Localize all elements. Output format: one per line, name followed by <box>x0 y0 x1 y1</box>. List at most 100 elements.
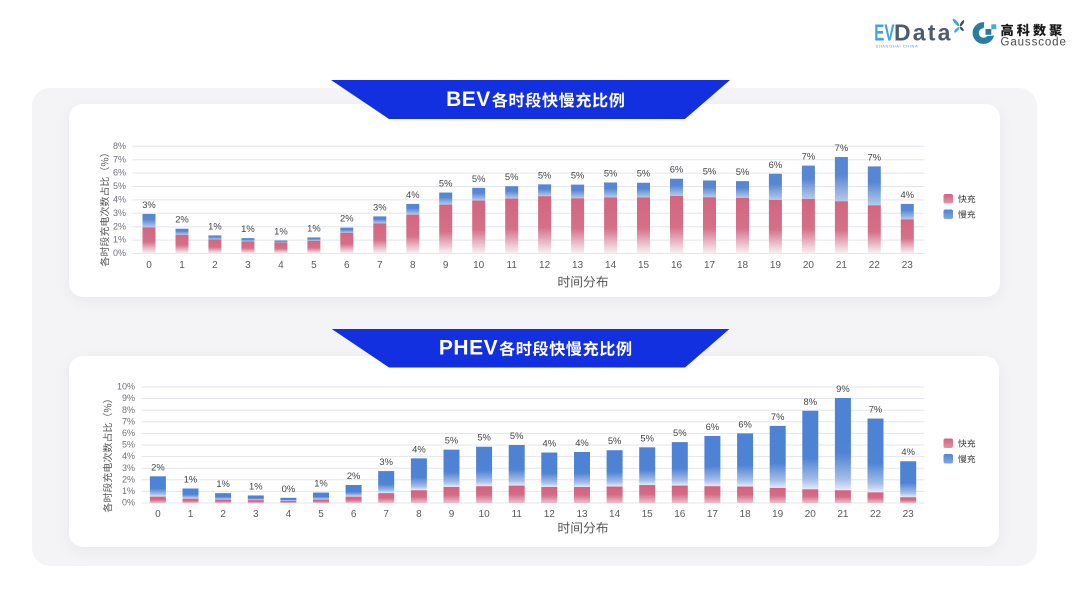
svg-text:7%: 7% <box>122 416 135 426</box>
svg-text:15: 15 <box>638 260 650 271</box>
svg-text:0%: 0% <box>282 483 296 494</box>
svg-text:5%: 5% <box>122 440 135 450</box>
svg-text:4%: 4% <box>412 443 426 454</box>
svg-text:2%: 2% <box>175 214 189 225</box>
svg-text:2: 2 <box>212 260 218 271</box>
svg-text:3%: 3% <box>113 208 126 218</box>
svg-text:1%: 1% <box>314 478 328 489</box>
svg-text:9: 9 <box>449 509 455 520</box>
svg-text:17: 17 <box>704 260 716 271</box>
svg-text:5%: 5% <box>439 178 453 189</box>
svg-text:1%: 1% <box>249 481 263 492</box>
svg-text:14: 14 <box>605 260 617 271</box>
svg-text:6%: 6% <box>113 168 126 178</box>
svg-text:20: 20 <box>805 509 817 520</box>
svg-text:14: 14 <box>609 509 621 520</box>
svg-text:6%: 6% <box>738 418 752 429</box>
svg-text:1%: 1% <box>208 220 222 231</box>
svg-text:0: 0 <box>146 260 152 271</box>
svg-text:CHINA: CHINA <box>903 44 918 49</box>
svg-text:1%: 1% <box>274 226 288 237</box>
svg-text:7%: 7% <box>868 151 882 162</box>
svg-text:5%: 5% <box>571 170 585 181</box>
svg-text:13: 13 <box>572 260 584 271</box>
svg-text:9%: 9% <box>122 393 135 403</box>
svg-text:7: 7 <box>377 260 383 271</box>
svg-text:6%: 6% <box>670 164 684 175</box>
svg-text:11: 11 <box>512 509 523 520</box>
svg-text:5%: 5% <box>472 173 486 184</box>
svg-text:23: 23 <box>902 260 914 271</box>
svg-text:6%: 6% <box>769 159 783 170</box>
svg-text:18: 18 <box>740 509 752 520</box>
svg-text:12: 12 <box>539 260 551 271</box>
svg-text:15: 15 <box>642 509 654 520</box>
svg-text:8%: 8% <box>804 396 818 407</box>
svg-text:5%: 5% <box>637 168 651 179</box>
svg-text:6%: 6% <box>706 421 720 432</box>
svg-text:10%: 10% <box>117 382 135 392</box>
svg-text:23: 23 <box>903 509 915 520</box>
svg-text:13: 13 <box>576 509 588 520</box>
svg-text:5%: 5% <box>505 171 519 182</box>
svg-text:5%: 5% <box>477 432 491 443</box>
svg-text:2%: 2% <box>122 474 135 484</box>
svg-text:5: 5 <box>318 509 324 520</box>
svg-text:4%: 4% <box>122 451 135 461</box>
svg-text:8%: 8% <box>113 141 126 151</box>
svg-text:10: 10 <box>479 509 491 520</box>
svg-text:5%: 5% <box>604 168 618 179</box>
svg-text:2: 2 <box>220 509 226 520</box>
svg-text:7%: 7% <box>802 151 816 162</box>
svg-text:22: 22 <box>870 509 882 520</box>
svg-text:6: 6 <box>351 509 357 520</box>
svg-text:5%: 5% <box>673 427 687 438</box>
svg-text:4: 4 <box>286 509 292 520</box>
svg-text:1: 1 <box>188 509 194 520</box>
svg-text:4%: 4% <box>113 195 126 205</box>
svg-text:1%: 1% <box>307 222 321 233</box>
svg-text:17: 17 <box>707 509 719 520</box>
svg-text:2%: 2% <box>151 461 165 472</box>
svg-text:21: 21 <box>836 260 848 271</box>
svg-text:20: 20 <box>803 260 815 271</box>
svg-text:Data: Data <box>894 19 953 45</box>
svg-text:3: 3 <box>245 260 251 271</box>
svg-text:5%: 5% <box>113 181 126 191</box>
svg-text:0%: 0% <box>113 248 126 258</box>
svg-text:3%: 3% <box>142 199 156 210</box>
svg-text:7%: 7% <box>113 154 126 164</box>
svg-text:16: 16 <box>674 509 686 520</box>
svg-text:0: 0 <box>155 509 161 520</box>
svg-text:12: 12 <box>544 509 556 520</box>
svg-text:1%: 1% <box>122 486 135 496</box>
svg-text:1%: 1% <box>184 474 198 485</box>
svg-text:4%: 4% <box>575 437 589 448</box>
svg-text:1%: 1% <box>216 478 230 489</box>
svg-text:5%: 5% <box>608 435 622 446</box>
svg-text:18: 18 <box>737 260 749 271</box>
svg-text:2%: 2% <box>347 470 361 481</box>
svg-text:8: 8 <box>410 260 416 271</box>
svg-text:22: 22 <box>869 260 881 271</box>
svg-text:8%: 8% <box>122 405 135 415</box>
svg-text:7%: 7% <box>771 411 785 422</box>
svg-text:2%: 2% <box>113 221 126 231</box>
svg-text:3%: 3% <box>373 201 387 212</box>
svg-text:21: 21 <box>837 509 849 520</box>
svg-text:4%: 4% <box>901 189 915 200</box>
svg-text:1%: 1% <box>113 235 126 245</box>
svg-text:0%: 0% <box>122 498 135 508</box>
svg-text:9: 9 <box>443 260 449 271</box>
svg-text:3: 3 <box>253 509 259 520</box>
svg-text:5%: 5% <box>703 166 717 177</box>
svg-text:7: 7 <box>383 509 389 520</box>
svg-text:PHEV: PHEV <box>439 337 498 360</box>
svg-text:5%: 5% <box>538 169 552 180</box>
svg-text:1: 1 <box>179 260 185 271</box>
svg-text:4%: 4% <box>901 446 915 457</box>
svg-text:10: 10 <box>473 260 485 271</box>
svg-text:3%: 3% <box>122 463 135 473</box>
svg-text:4: 4 <box>278 260 284 271</box>
svg-text:16: 16 <box>671 260 683 271</box>
